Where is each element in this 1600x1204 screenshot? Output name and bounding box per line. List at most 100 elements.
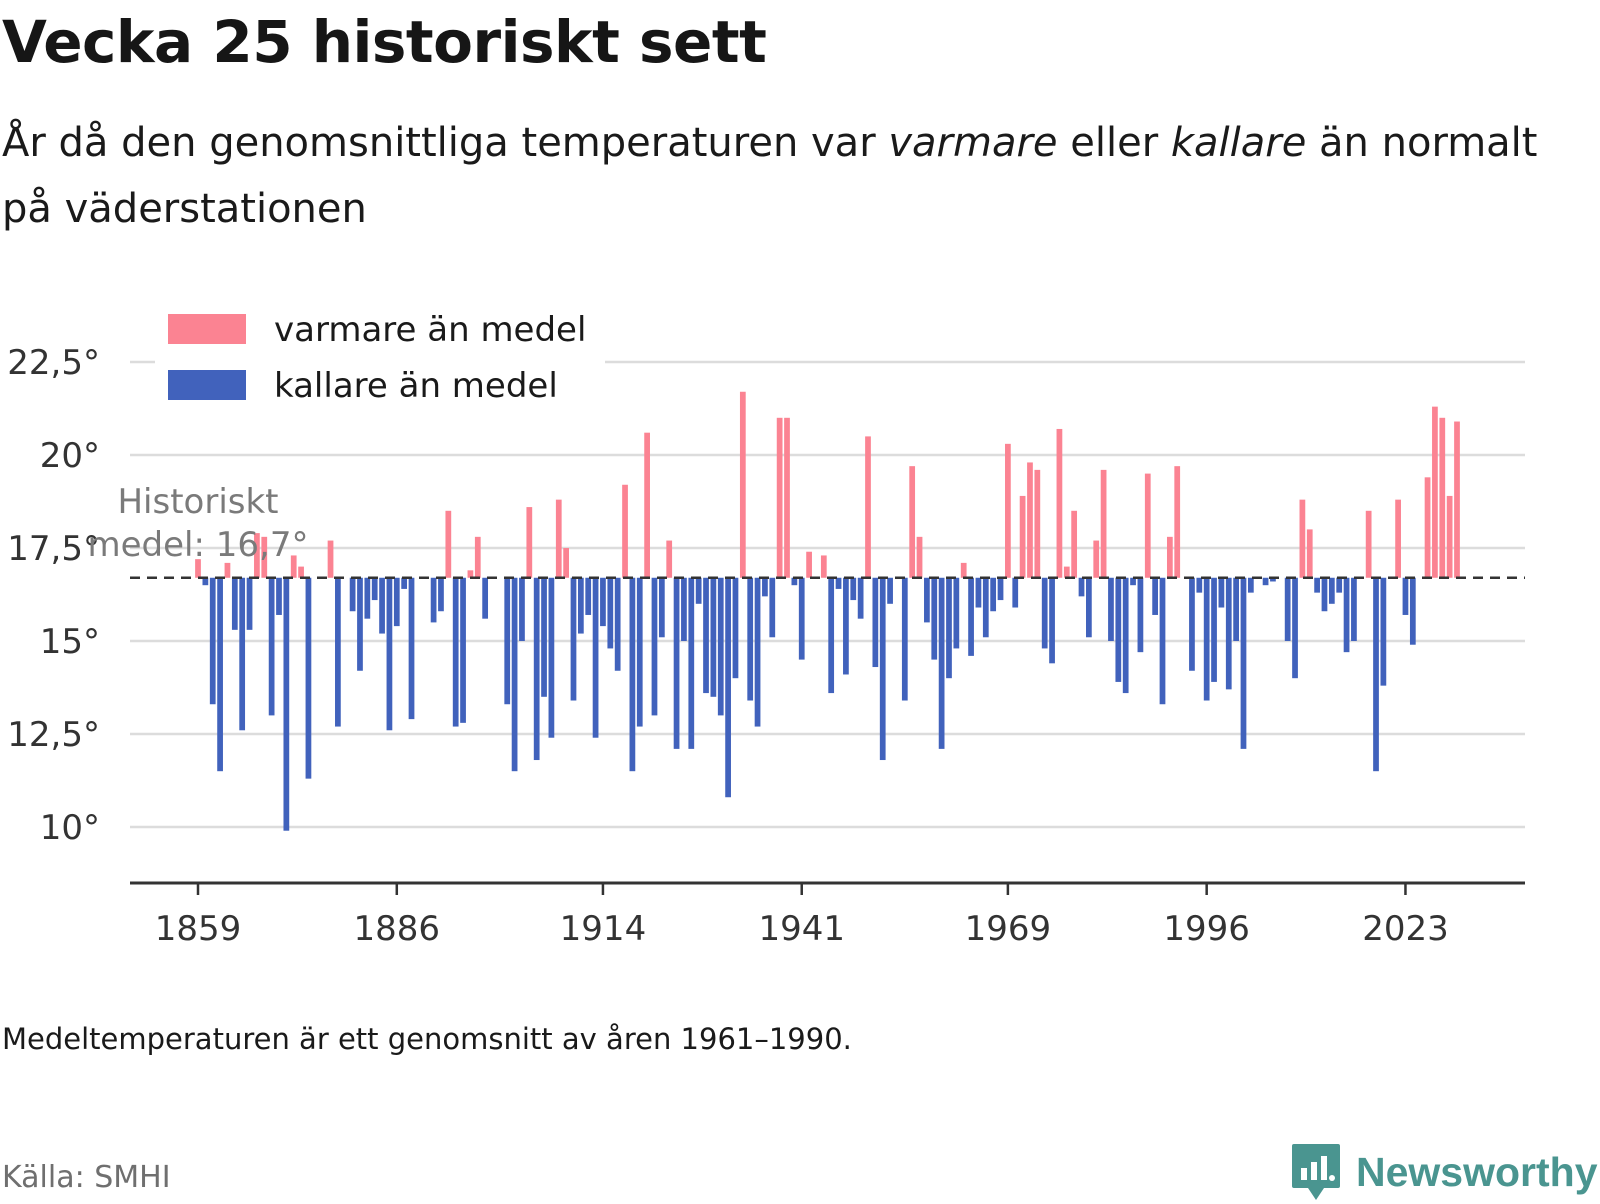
bar-cold-1884 bbox=[379, 577, 385, 634]
bar-cold-1934 bbox=[747, 577, 754, 701]
subtitle-part-2: eller bbox=[1057, 120, 1171, 166]
bar-warm-1859 bbox=[195, 559, 201, 578]
bar-warm-1982 bbox=[1100, 469, 1107, 578]
newsworthy-logo-icon bbox=[1292, 1144, 1340, 1200]
bar-warm-1972 bbox=[1027, 462, 1033, 578]
bar-warm-1991 bbox=[1166, 536, 1173, 578]
bar-cold-1864 bbox=[231, 577, 238, 630]
bar-cold-1874 bbox=[305, 577, 312, 779]
bar-cold-1946 bbox=[835, 577, 842, 589]
bar-warm-2018 bbox=[1365, 510, 1372, 578]
bar-warm-1904 bbox=[526, 507, 533, 578]
subtitle-part-3: än normalt på väderstationen bbox=[2, 120, 1538, 232]
bar-cold-1960 bbox=[938, 577, 945, 749]
bar-cold-1984 bbox=[1115, 577, 1122, 682]
bar-cold-2020 bbox=[1380, 577, 1387, 686]
bar-cold-1919 bbox=[636, 577, 643, 727]
bar-cold-1902 bbox=[511, 577, 518, 772]
bar-cold-1860 bbox=[202, 577, 209, 586]
newsworthy-logo[interactable]: Newsworthy bbox=[1290, 1140, 1598, 1204]
bar-cold-1865 bbox=[239, 577, 246, 731]
bar-cold-1930 bbox=[717, 577, 724, 716]
bar-warm-1897 bbox=[474, 536, 481, 578]
bar-cold-1997 bbox=[1211, 577, 1217, 682]
y-tick-label: 10° bbox=[40, 808, 100, 848]
bar-cold-1990 bbox=[1159, 577, 1166, 705]
bar-cold-1905 bbox=[533, 577, 540, 761]
bar-cold-1980 bbox=[1086, 577, 1092, 638]
bar-cold-1995 bbox=[1196, 577, 1203, 593]
bar-cold-1878 bbox=[335, 577, 341, 727]
y-tick-label: 12,5° bbox=[7, 715, 100, 755]
bar-cold-1986 bbox=[1130, 577, 1136, 586]
legend-label-warm: varmare än medel bbox=[274, 310, 586, 350]
bar-cold-2024 bbox=[1409, 577, 1416, 645]
y-tick-label: 22,5° bbox=[7, 343, 100, 383]
bar-cold-1928 bbox=[703, 577, 709, 694]
bar-cold-2019 bbox=[1373, 577, 1379, 772]
bar-cold-1948 bbox=[850, 577, 857, 601]
legend-swatch-warm bbox=[168, 314, 246, 344]
legend: varmare än medel kallare än medel bbox=[155, 298, 605, 410]
bar-cold-1913 bbox=[592, 577, 599, 738]
subtitle-warm-word: varmare bbox=[888, 120, 1058, 166]
bar-cold-1940 bbox=[791, 577, 798, 586]
bar-cold-1937 bbox=[769, 577, 776, 638]
bars bbox=[195, 391, 1460, 831]
bar-cold-1914 bbox=[600, 577, 606, 627]
bar-cold-1931 bbox=[725, 577, 731, 798]
bar-cold-1910 bbox=[570, 577, 577, 701]
baseline-label-line-2: medel: 16,7° bbox=[88, 525, 309, 565]
bar-warm-1992 bbox=[1174, 466, 1181, 578]
bar-cold-1998 bbox=[1218, 577, 1225, 608]
bar-cold-1871 bbox=[283, 577, 290, 831]
bar-warm-1942 bbox=[806, 551, 812, 578]
bar-cold-1987 bbox=[1137, 577, 1144, 653]
bar-warm-1963 bbox=[960, 562, 967, 578]
temperature-bar-chart: 10° 12,5° 15° 17,5° 20° 22,5° Historiskt mede… bbox=[7, 298, 1525, 949]
x-tick-label: 1859 bbox=[155, 909, 242, 949]
bar-cold-2001 bbox=[1240, 577, 1247, 749]
bar-cold-1918 bbox=[629, 577, 636, 772]
bar-cold-1911 bbox=[577, 577, 584, 634]
subtitle-cold-word: kallare bbox=[1170, 120, 1307, 166]
x-axis-ticks: 1859 1886 1914 1941 1969 1996 2023 bbox=[155, 883, 1449, 949]
bar-cold-2023 bbox=[1402, 577, 1409, 615]
bar-cold-1921 bbox=[651, 577, 658, 716]
bar-cold-1926 bbox=[688, 577, 695, 749]
bar-warm-2010 bbox=[1306, 529, 1313, 578]
chart-title: Vecka 25 historiskt sett bbox=[2, 8, 767, 76]
bar-warm-1896 bbox=[467, 570, 474, 578]
bar-warm-1976 bbox=[1056, 428, 1063, 578]
bar-cold-1964 bbox=[968, 577, 974, 656]
bar-cold-1912 bbox=[585, 577, 592, 615]
bar-cold-1952 bbox=[879, 577, 886, 761]
bar-cold-2005 bbox=[1270, 577, 1276, 582]
baseline-label: Historiskt medel: 16,7° bbox=[88, 482, 309, 565]
x-tick-label: 1886 bbox=[354, 909, 441, 949]
chart-subtitle: År då den genomsnittliga temperaturen va… bbox=[2, 110, 1542, 242]
bar-cold-1898 bbox=[482, 577, 489, 619]
bar-cold-1953 bbox=[887, 577, 893, 604]
y-tick-label: 17,5° bbox=[7, 529, 100, 569]
bar-cold-1979 bbox=[1078, 577, 1085, 597]
bar-cold-1894 bbox=[452, 577, 459, 727]
bar-cold-1989 bbox=[1152, 577, 1159, 615]
bar-cold-1880 bbox=[349, 577, 356, 612]
bar-cold-1999 bbox=[1225, 577, 1232, 690]
bar-cold-1994 bbox=[1189, 577, 1195, 671]
bar-cold-1958 bbox=[924, 577, 930, 623]
bar-cold-1983 bbox=[1108, 577, 1114, 641]
bar-warm-2026 bbox=[1424, 477, 1431, 578]
bar-cold-1915 bbox=[607, 577, 614, 649]
bar-cold-1961 bbox=[946, 577, 952, 679]
bar-warm-1971 bbox=[1019, 495, 1026, 578]
bar-cold-1882 bbox=[364, 577, 371, 619]
bar-warm-1977 bbox=[1063, 566, 1070, 578]
bar-warm-1920 bbox=[644, 432, 650, 578]
bar-warm-2028 bbox=[1439, 417, 1446, 578]
bar-warm-1868 bbox=[261, 536, 268, 578]
bar-warm-2009 bbox=[1299, 499, 1306, 578]
bar-cold-1947 bbox=[843, 577, 849, 675]
bar-warm-1957 bbox=[916, 536, 923, 578]
